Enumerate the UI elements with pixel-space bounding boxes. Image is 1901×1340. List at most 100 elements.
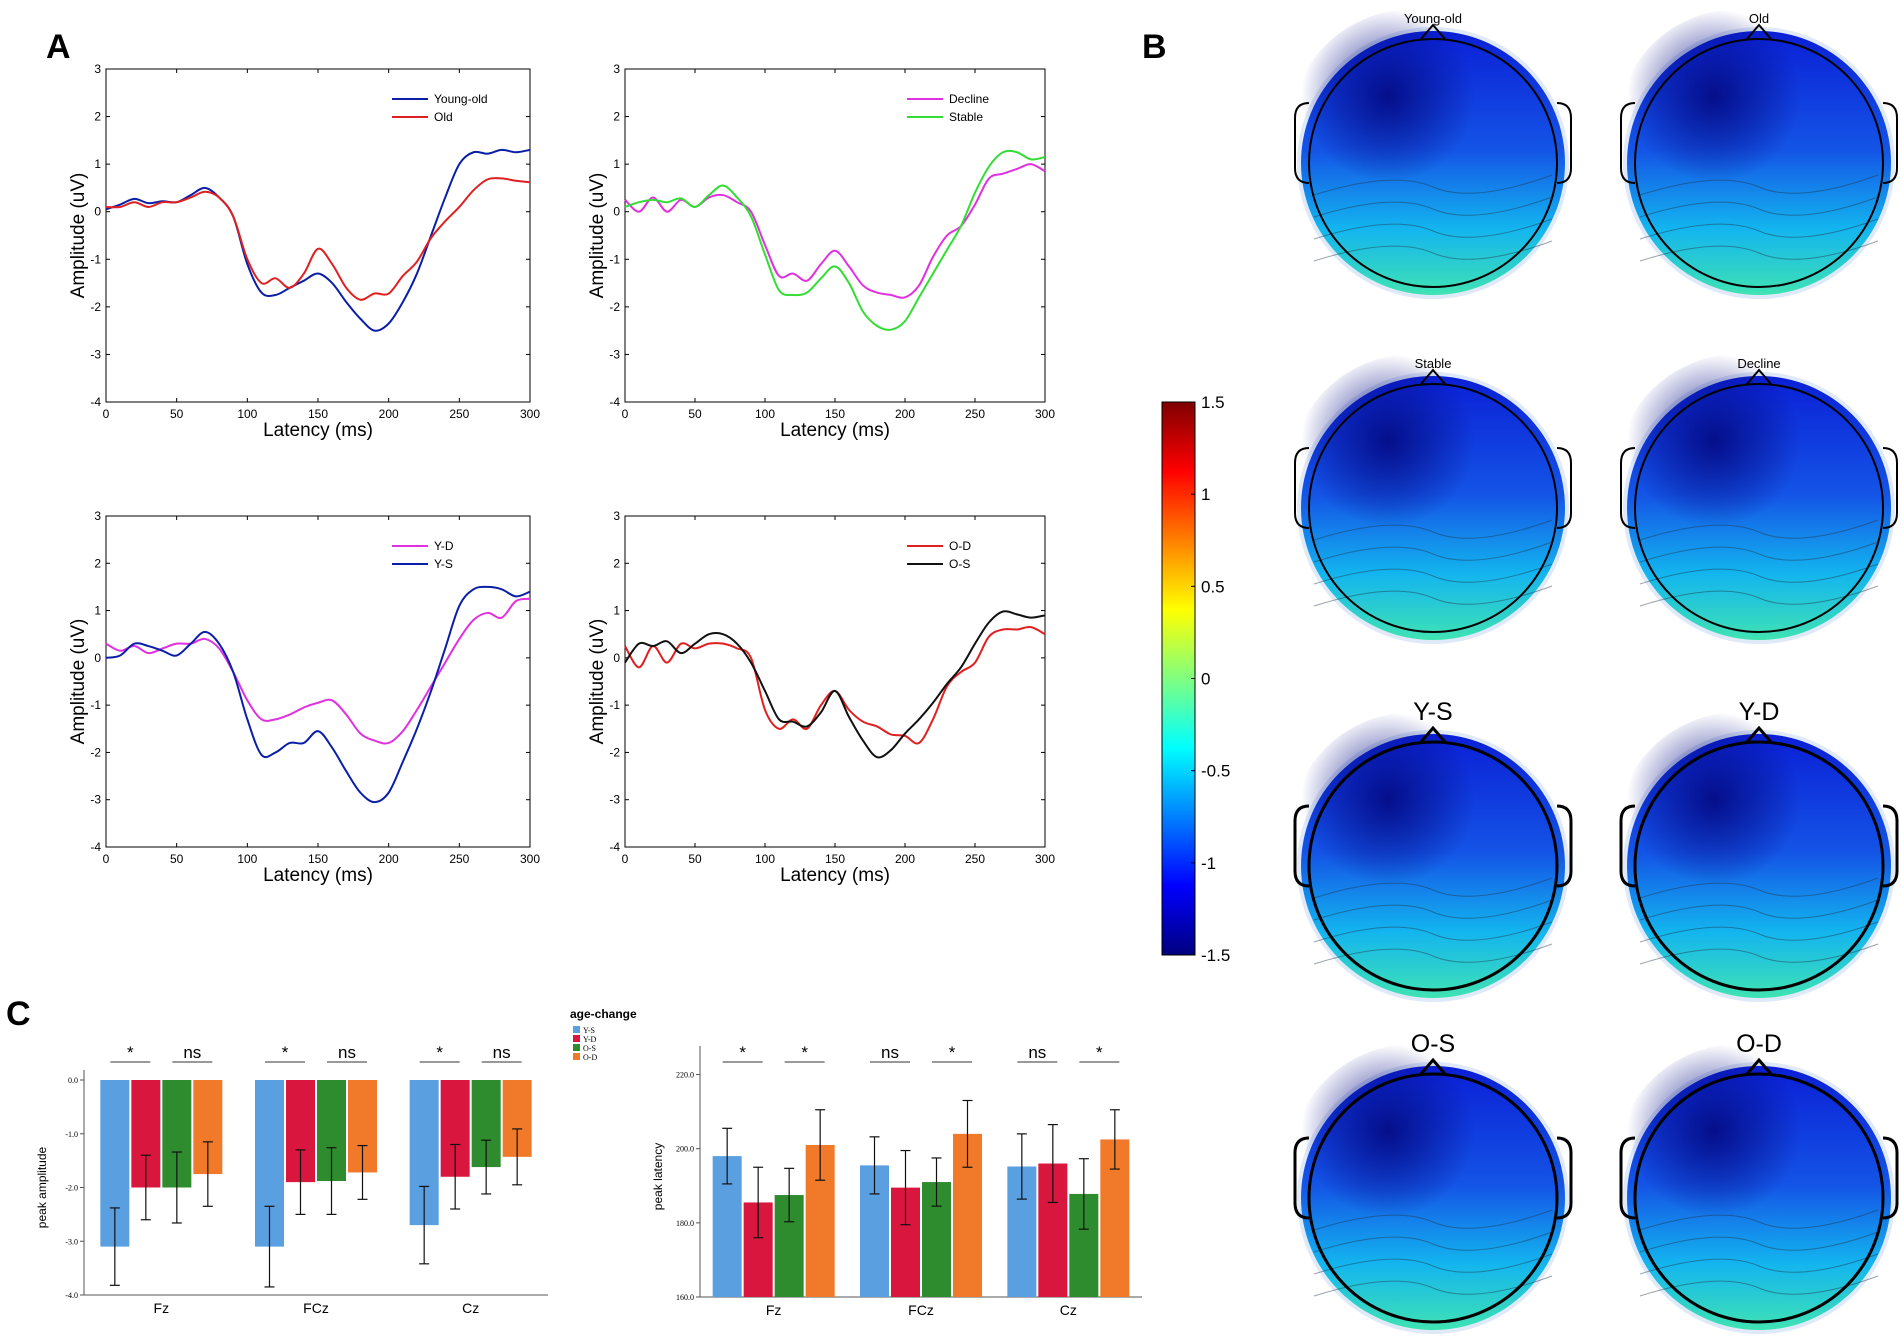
significance-label: * xyxy=(739,1043,746,1062)
y-tick-label: -4 xyxy=(90,840,101,854)
topomap-o-d: O-D xyxy=(1615,1030,1899,1334)
right-ear-icon xyxy=(1556,102,1572,184)
nose-icon xyxy=(1745,725,1773,743)
y-tick-label: -1 xyxy=(609,698,620,712)
topomap-label: Decline xyxy=(1737,356,1780,371)
y-tick-label: 220.0 xyxy=(676,1071,694,1080)
y-tick-label: -1.0 xyxy=(65,1130,78,1139)
y-tick-label: -3 xyxy=(90,793,101,807)
x-tick-label: 0 xyxy=(622,852,629,866)
right-ear-icon xyxy=(1556,804,1573,888)
contour-line xyxy=(1639,1231,1879,1253)
contour-line xyxy=(1313,921,1553,943)
x-tick-label: 0 xyxy=(103,852,110,866)
topomap-label: Y-S xyxy=(1413,698,1452,726)
colorbar: 1.5 1 0.5 0 -0.5 -1 -1.5 xyxy=(1161,393,1230,965)
x-tick-label: 150 xyxy=(825,852,845,866)
contour-line xyxy=(1639,1253,1879,1275)
legend-label: Old xyxy=(434,110,453,124)
x-tick-label: 200 xyxy=(379,852,399,866)
y-tick-label: 1 xyxy=(613,604,620,618)
x-tick-label: 250 xyxy=(449,852,469,866)
legend-swatch xyxy=(573,1035,580,1042)
legend-label: O-S xyxy=(949,557,970,571)
topomap-label: Old xyxy=(1749,11,1769,26)
plot-frame xyxy=(624,515,1046,848)
y-axis-label: Amplitude (uV) xyxy=(68,619,89,745)
x-tick-label: 300 xyxy=(1035,852,1055,866)
x-tick-label: 150 xyxy=(308,852,328,866)
contour-line xyxy=(1313,240,1553,262)
nose-icon xyxy=(1746,368,1772,385)
contour-line xyxy=(1639,196,1879,218)
colorbar-tick-label: 0 xyxy=(1201,670,1210,689)
series-line-young-old xyxy=(105,148,531,332)
y-tick-label: 0 xyxy=(613,651,620,665)
contour-line xyxy=(1313,899,1553,921)
contour-line xyxy=(1639,899,1879,921)
y-tick-label: 2 xyxy=(613,556,620,570)
contour-line xyxy=(1639,921,1879,943)
category-label: Fz xyxy=(766,1302,782,1318)
topomap-negative-region xyxy=(1615,712,1863,960)
series-line-old xyxy=(105,177,531,301)
contour-line xyxy=(1313,1209,1553,1231)
left-ear-icon xyxy=(1620,102,1636,184)
y-axis-label: Amplitude (uV) xyxy=(68,173,89,299)
contour-line xyxy=(1313,1275,1553,1297)
y-tick-label: -4 xyxy=(90,395,101,409)
x-tick-label: 50 xyxy=(170,852,184,866)
series-line-o-s xyxy=(624,610,1046,759)
left-ear-icon xyxy=(1293,1136,1310,1220)
x-tick-label: 100 xyxy=(755,852,775,866)
category-label: FCz xyxy=(303,1300,329,1316)
category-label: Cz xyxy=(1060,1302,1077,1318)
topomap-stable: Stable xyxy=(1289,354,1572,644)
x-tick-label: 250 xyxy=(449,407,469,421)
panel-letter-a: A xyxy=(46,28,71,66)
topomap-negative-region xyxy=(1289,354,1537,602)
y-tick-label: -2.0 xyxy=(65,1184,78,1193)
legend-label: Y-D xyxy=(434,539,454,553)
topomap-label: O-D xyxy=(1736,1030,1782,1058)
topomap-negative-region xyxy=(1615,1044,1863,1292)
x-tick-label: 150 xyxy=(308,407,328,421)
series-line-y-s xyxy=(105,585,531,804)
head-outline xyxy=(1307,1072,1559,1324)
left-ear-icon xyxy=(1294,102,1310,184)
topomap-negative-region xyxy=(1615,9,1863,257)
y-tick-label: 3 xyxy=(94,509,101,523)
y-tick-label: -3 xyxy=(90,347,101,361)
y-tick-label: -2 xyxy=(609,745,620,759)
nose-icon xyxy=(1419,1057,1447,1075)
y-tick-label: -4 xyxy=(609,840,620,854)
colorbar-gradient xyxy=(1161,401,1196,956)
y-tick-label: 0 xyxy=(613,205,620,219)
nose-icon xyxy=(1746,23,1772,40)
category-label: Fz xyxy=(154,1300,170,1316)
y-axis-label: Amplitude (uV) xyxy=(587,173,608,299)
legend-label: O-D xyxy=(583,1053,597,1062)
x-tick-label: 50 xyxy=(688,852,702,866)
significance-label: * xyxy=(127,1043,134,1062)
y-tick-label: -2 xyxy=(90,300,101,314)
x-tick-label: 150 xyxy=(825,407,845,421)
contour-line xyxy=(1639,943,1879,965)
topomap-grid: Young-old Old Stable Decline Y-S Y-D O-S O-D xyxy=(1289,9,1899,1334)
significance-label: * xyxy=(949,1043,956,1062)
contour-line xyxy=(1313,1231,1553,1253)
significance-label: * xyxy=(436,1043,443,1062)
topomap-label: Stable xyxy=(1415,356,1452,371)
significance-label: ns xyxy=(183,1043,201,1062)
y-tick-label: -2 xyxy=(90,745,101,759)
nose-icon xyxy=(1745,1057,1773,1075)
y-tick-label: -3.0 xyxy=(65,1237,78,1246)
topomap-negative-region xyxy=(1289,712,1537,960)
x-tick-label: 250 xyxy=(965,852,985,866)
y-tick-label: 3 xyxy=(94,62,101,76)
right-ear-icon xyxy=(1556,1136,1573,1220)
legend-label: Y-D xyxy=(583,1035,597,1044)
topomap-young-old: Young-old xyxy=(1289,9,1572,299)
legend-swatch xyxy=(573,1026,580,1033)
x-tick-label: 300 xyxy=(1035,407,1055,421)
